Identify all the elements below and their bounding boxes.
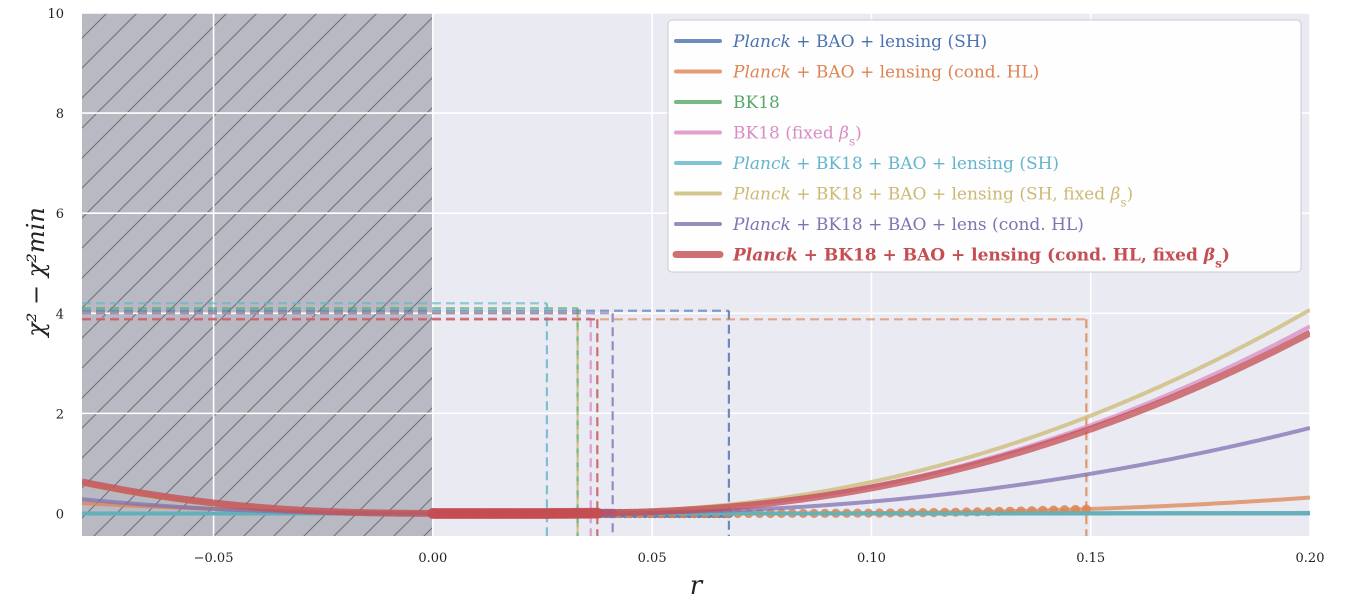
x-tick-label: 0.10 bbox=[857, 551, 886, 566]
x-tick-label: 0.00 bbox=[418, 551, 447, 566]
y-axis-label: χ² − χ²min bbox=[22, 207, 50, 339]
legend-entry-label: Planck + BAO + lensing (cond. HL) bbox=[732, 63, 1039, 83]
y-tick-label: 8 bbox=[56, 107, 64, 122]
legend-entry-label: BK18 bbox=[733, 93, 780, 113]
legend-label-part: + BK18 + BAO + lensing (SH) bbox=[791, 154, 1059, 174]
legend-label-part: + BK18 + BAO + lens (cond. HL) bbox=[791, 215, 1084, 235]
legend-label-part: BK18 (fixed bbox=[733, 124, 839, 144]
y-tick-label: 2 bbox=[56, 407, 64, 422]
y-tick-label: 0 bbox=[56, 507, 64, 522]
excluded-region bbox=[82, 13, 433, 536]
legend-label-part: s bbox=[849, 135, 855, 149]
legend-label-part: ) bbox=[855, 124, 862, 144]
legend-label-part: Planck bbox=[732, 185, 791, 205]
legend-entry-label: Planck + BK18 + BAO + lensing (SH, fixed… bbox=[732, 185, 1133, 210]
legend-label-part: β bbox=[1110, 185, 1121, 205]
x-tick-label: 0.20 bbox=[1296, 551, 1325, 566]
legend-label-part: Planck bbox=[732, 63, 791, 83]
legend-label-part: + BK18 + BAO + lensing (cond. HL, fixed bbox=[798, 246, 1204, 266]
legend-label-part: s bbox=[1215, 257, 1222, 271]
legend-label-part: ) bbox=[1127, 185, 1134, 205]
legend-entry-label: Planck + BK18 + BAO + lensing (cond. HL,… bbox=[732, 246, 1230, 271]
legend-box bbox=[667, 19, 1302, 273]
legend-entry-label: Planck + BK18 + BAO + lens (cond. HL) bbox=[732, 215, 1084, 235]
legend-label-part: β bbox=[1203, 246, 1215, 266]
legend-label-part: Planck bbox=[732, 246, 798, 266]
legend-label-part: ) bbox=[1222, 246, 1230, 266]
x-tick-label: 0.05 bbox=[638, 551, 667, 566]
legend-entry-label: BK18 (fixed βs) bbox=[733, 124, 862, 149]
legend: Planck + BAO + lensing (SH)Planck + BAO … bbox=[667, 19, 1302, 273]
legend-label-part: BK18 bbox=[733, 93, 780, 113]
legend-label-part: s bbox=[1120, 196, 1126, 210]
x-tick-label: −0.05 bbox=[194, 551, 234, 566]
legend-entry-label: Planck + BAO + lensing (SH) bbox=[732, 32, 987, 52]
legend-label-part: + BAO + lensing (cond. HL) bbox=[791, 63, 1039, 83]
legend-label-part: β bbox=[838, 124, 849, 144]
legend-label-part: + BK18 + BAO + lensing (SH, fixed bbox=[791, 185, 1111, 205]
legend-label-part: Planck bbox=[732, 154, 791, 174]
legend-label-part: Planck bbox=[732, 32, 791, 52]
sample-point bbox=[591, 507, 603, 519]
legend-entry-label: Planck + BK18 + BAO + lensing (SH) bbox=[732, 154, 1059, 174]
x-axis-label: r bbox=[690, 571, 704, 599]
series-line-planck-bk18-bao-lensing-cond-hl-fixed-s bbox=[82, 329, 1310, 517]
x-tick-label: 0.15 bbox=[1076, 551, 1105, 566]
series-planck-bk18-bao-lensing-cond-hl-fixed-s bbox=[82, 329, 1310, 519]
legend-label-part: + BAO + lensing (SH) bbox=[791, 32, 987, 52]
y-tick-label: 6 bbox=[56, 207, 64, 222]
y-tick-label: 4 bbox=[56, 307, 64, 322]
y-tick-label: 10 bbox=[47, 7, 64, 22]
legend-label-part: Planck bbox=[732, 215, 791, 235]
